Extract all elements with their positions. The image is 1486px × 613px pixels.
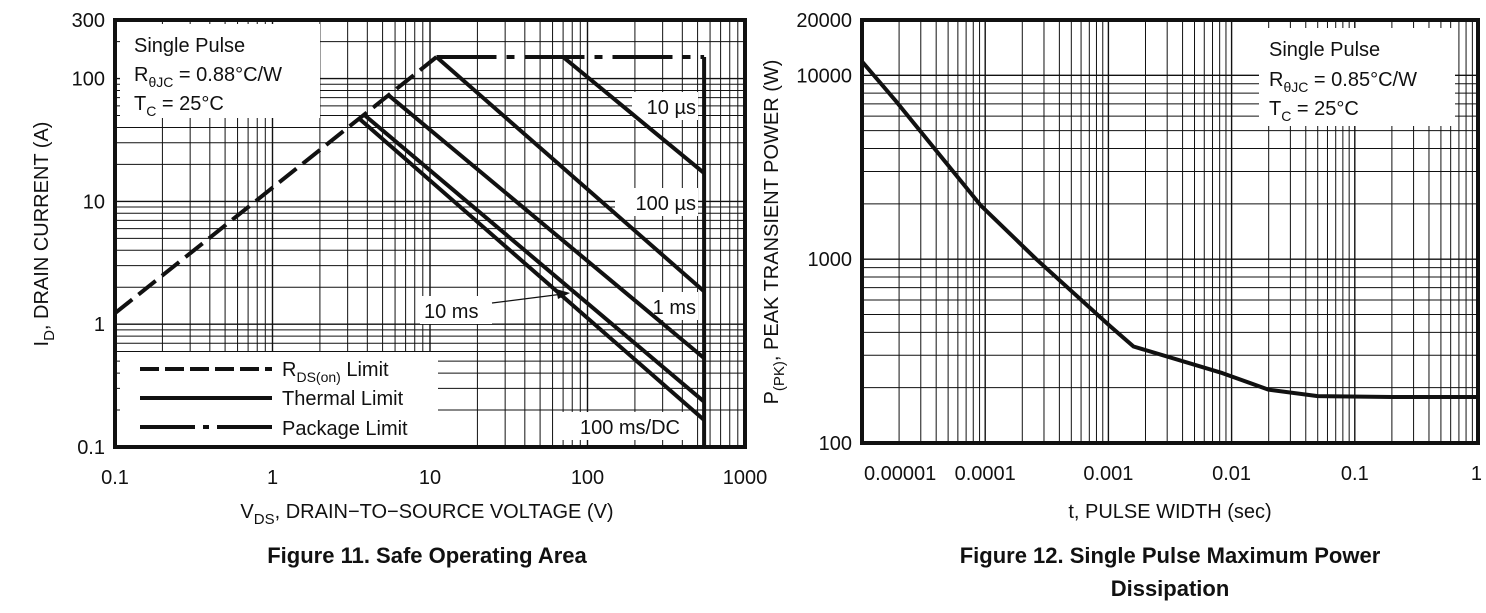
- figure-caption: Figure 11. Safe Operating Area: [267, 543, 587, 568]
- x-tick-label: 1: [267, 467, 278, 489]
- series-line-6: [362, 112, 706, 404]
- curve-label-10ms: 10 ms: [424, 301, 478, 323]
- series-line-0: [860, 60, 1478, 399]
- annotation-box: [1259, 28, 1455, 126]
- y-tick-label: 10000: [796, 65, 852, 87]
- x-tick-label: 0.1: [1341, 463, 1369, 485]
- single-pulse-power-chart: Single Pulse RθJC = 0.85°C/W TC = 25°C 0…: [761, 10, 1482, 601]
- x-axis-label: t, PULSE WIDTH (sec): [1068, 501, 1271, 523]
- label-bg-100ms: [556, 412, 684, 440]
- figure-caption-line1: Figure 12. Single Pulse Maximum Power: [960, 543, 1381, 568]
- y-tick-label: 300: [72, 10, 105, 32]
- figure-caption-line2: Dissipation: [1111, 576, 1230, 601]
- safe-operating-area-chart: Single Pulse RθJC = 0.88°C/W TC = 25°C R…: [31, 10, 767, 568]
- annotation-line3: TC = 25°C: [1269, 98, 1359, 124]
- x-tick-label: 10: [419, 467, 441, 489]
- x-tick-label: 0.01: [1212, 463, 1251, 485]
- x-tick-label: 1: [1471, 463, 1482, 485]
- curve-label-100us: 100 µs: [636, 193, 696, 215]
- y-tick-label: 100: [72, 69, 105, 91]
- annotation-line1: Single Pulse: [1269, 39, 1380, 61]
- x-tick-label: 0.1: [101, 467, 129, 489]
- arrow-10ms: [491, 293, 564, 304]
- curve-label-10us: 10 µs: [647, 97, 696, 119]
- x-tick-label: 0.001: [1083, 463, 1133, 485]
- y-tick-label: 10: [83, 191, 105, 213]
- y-axis-label: P(PK), PEAK TRANSIENT POWER (W): [761, 60, 788, 405]
- y-tick-label: 100: [819, 433, 852, 455]
- y-tick-label: 0.1: [77, 437, 105, 459]
- arrowhead-10ms: [556, 289, 570, 299]
- y-tick-label: 20000: [796, 10, 852, 32]
- annotation-line2: RθJC = 0.88°C/W: [134, 64, 282, 90]
- x-axis-label: VDS, DRAIN−TO−SOURCE VOLTAGE (V): [240, 501, 613, 528]
- legend-label-package: Package Limit: [282, 418, 408, 440]
- series-line-0: [113, 55, 438, 315]
- curve-label-100ms-dc: 100 ms/DC: [580, 417, 680, 439]
- annotation-line3: TC = 25°C: [134, 93, 224, 119]
- annotation-box: [120, 24, 320, 118]
- label-bg-10ms: [420, 296, 492, 324]
- plot-frame: [860, 18, 1480, 445]
- series-line-5: [386, 93, 706, 360]
- y-axis-label: ID, DRAIN CURRENT (A): [31, 122, 58, 347]
- x-tick-label: 100: [571, 467, 604, 489]
- curve-label-1ms: 1 ms: [653, 297, 696, 319]
- annotation-line1: Single Pulse: [134, 35, 245, 57]
- label-bg-10us: [632, 92, 698, 120]
- series-line-4: [435, 55, 706, 293]
- legend-label-rdson: RDS(on) Limit: [282, 359, 389, 385]
- y-tick-label: 1: [94, 314, 105, 336]
- label-bg-100us: [615, 188, 698, 216]
- x-tick-label: 0.00001: [864, 463, 936, 485]
- legend-label-thermal: Thermal Limit: [282, 388, 404, 410]
- x-tick-label: 1000: [723, 467, 768, 489]
- series-line-7: [356, 116, 706, 422]
- series-line-3: [561, 55, 706, 175]
- annotation-line2: RθJC = 0.85°C/W: [1269, 69, 1417, 95]
- legend: RDS(on) Limit Thermal Limit Package Limi…: [140, 359, 408, 440]
- y-tick-label: 1000: [808, 249, 853, 271]
- plot-frame: [113, 18, 747, 449]
- x-tick-label: 0.0001: [955, 463, 1016, 485]
